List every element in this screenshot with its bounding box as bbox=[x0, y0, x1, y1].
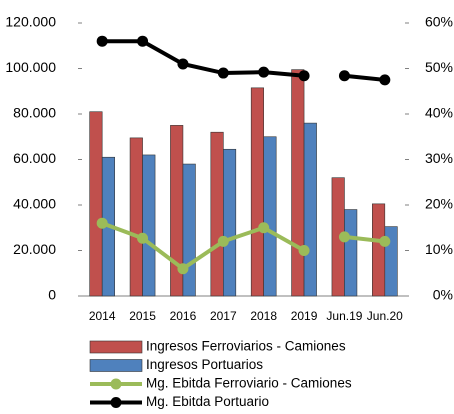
line bbox=[344, 234, 386, 244]
bar bbox=[250, 87, 264, 297]
marker bbox=[217, 67, 229, 79]
marker bbox=[258, 66, 270, 78]
marker bbox=[298, 245, 310, 256]
legend-label: Ingresos Ferroviarios - Camiones bbox=[146, 339, 346, 354]
marker bbox=[379, 74, 391, 86]
x-tick-label: 2018 bbox=[250, 309, 277, 323]
y2-tick-label: 30% bbox=[425, 150, 453, 166]
y2-tick-label: 0% bbox=[433, 287, 453, 303]
legend-label: Mg. Ebitda Portuario bbox=[146, 394, 269, 409]
y-tick-label: 0 bbox=[48, 287, 56, 303]
bar bbox=[263, 136, 277, 297]
bar bbox=[142, 154, 156, 297]
marker bbox=[338, 231, 350, 243]
marker bbox=[338, 70, 350, 82]
bar bbox=[303, 122, 317, 297]
y-tick-label: 60.000 bbox=[13, 150, 56, 166]
marker bbox=[217, 235, 229, 247]
legend-swatch bbox=[89, 359, 143, 372]
marker bbox=[96, 217, 108, 229]
y2-tick-label: 10% bbox=[425, 241, 453, 257]
marker bbox=[177, 58, 189, 70]
legend-marker bbox=[110, 378, 122, 390]
x-tick-label: Jun.19 bbox=[326, 309, 362, 323]
bar bbox=[372, 203, 386, 297]
bar bbox=[210, 131, 224, 297]
x-tick-label: Jun.20 bbox=[367, 309, 403, 323]
x-tick-label: 2017 bbox=[210, 309, 237, 323]
marker bbox=[137, 35, 149, 47]
x-tick-label: 2016 bbox=[170, 309, 197, 323]
y2-tick-label: 40% bbox=[425, 105, 453, 121]
x-tick-label: 2019 bbox=[291, 309, 318, 323]
legend-swatch bbox=[89, 340, 143, 354]
y2-tick-label: 20% bbox=[425, 196, 453, 212]
x-tick-label: 2015 bbox=[129, 309, 156, 323]
y-tick-label: 20.000 bbox=[13, 241, 56, 257]
line bbox=[344, 73, 386, 82]
y-tick-label: 40.000 bbox=[13, 196, 56, 212]
y2-tick-label: 50% bbox=[425, 59, 453, 75]
marker bbox=[258, 222, 270, 234]
legend-marker bbox=[110, 397, 122, 408]
bar bbox=[129, 137, 143, 297]
bar bbox=[291, 69, 305, 297]
bar bbox=[344, 209, 358, 297]
marker bbox=[137, 232, 149, 244]
legend-label: Mg. Ebitda Ferroviario - Camiones bbox=[146, 376, 352, 391]
y2-tick-label: 60% bbox=[425, 14, 453, 30]
line bbox=[102, 39, 305, 78]
y-tick-label: 100.000 bbox=[5, 59, 56, 75]
x-tick-label: 2014 bbox=[89, 309, 116, 323]
bar bbox=[89, 111, 103, 297]
bar bbox=[182, 163, 196, 297]
marker bbox=[298, 70, 310, 82]
bar bbox=[223, 148, 237, 297]
legend-label: Ingresos Portuarios bbox=[146, 357, 263, 372]
y-tick-label: 80.000 bbox=[13, 105, 56, 121]
marker bbox=[379, 235, 391, 247]
y-tick-label: 120.000 bbox=[5, 14, 56, 30]
marker bbox=[96, 35, 108, 47]
marker bbox=[177, 263, 189, 275]
line bbox=[101, 221, 306, 272]
